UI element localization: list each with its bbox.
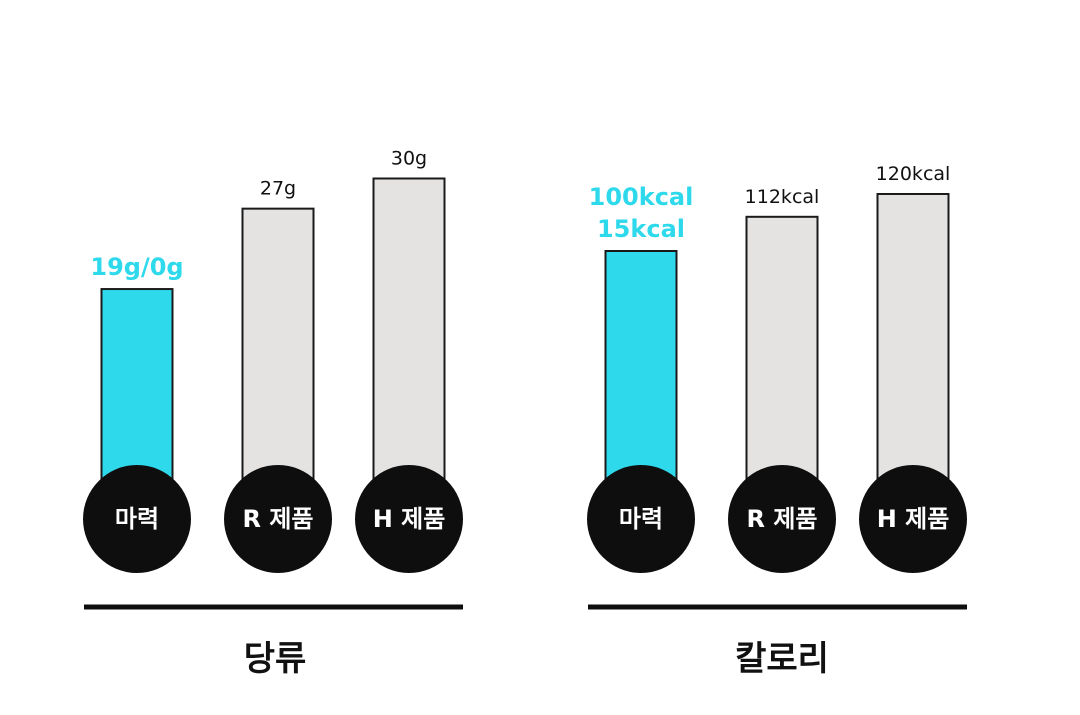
data-label: 112kcal bbox=[745, 186, 820, 208]
chart-title: 칼로리 bbox=[735, 639, 829, 679]
category-label: R 제품 bbox=[747, 505, 818, 533]
data-label: 100kcal bbox=[589, 183, 694, 211]
chart-title: 당류 bbox=[244, 639, 307, 679]
category-circle bbox=[728, 465, 836, 573]
bar bbox=[372, 177, 446, 520]
data-label: 15kcal bbox=[597, 215, 685, 243]
category-label: H 제품 bbox=[373, 505, 446, 533]
data-label: 19g/0g bbox=[90, 253, 183, 281]
category-circle bbox=[355, 465, 463, 573]
data-label: 120kcal bbox=[876, 163, 951, 185]
data-label: 30g bbox=[391, 148, 427, 170]
category-circle bbox=[83, 465, 191, 573]
bar bbox=[876, 193, 950, 520]
category-label: 마력 bbox=[619, 505, 663, 533]
data-label: 27g bbox=[260, 178, 296, 200]
category-label: R 제품 bbox=[243, 505, 314, 533]
category-circle bbox=[224, 465, 332, 573]
category-label: H 제품 bbox=[877, 505, 950, 533]
category-label: 마력 bbox=[115, 505, 159, 533]
category-circle bbox=[587, 465, 695, 573]
category-circle bbox=[859, 465, 967, 573]
